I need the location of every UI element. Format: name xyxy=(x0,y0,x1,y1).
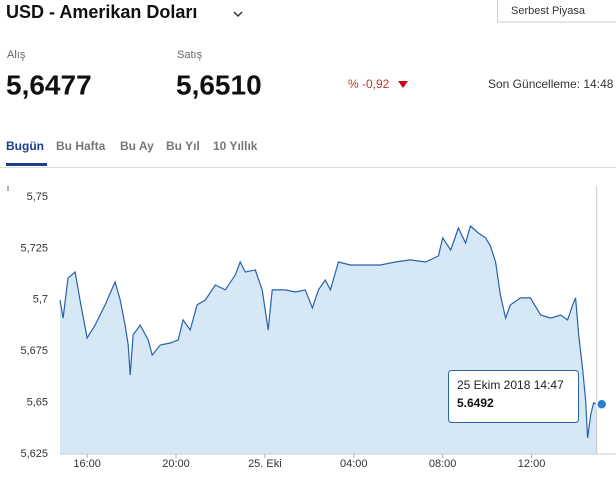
x-tick-label: 20:00 xyxy=(162,458,190,470)
tab[interactable]: 10 Yıllık xyxy=(213,139,258,153)
tab[interactable]: Bu Yıl xyxy=(166,139,200,153)
updated: Son Güncelleme: 14:48 xyxy=(488,77,614,91)
tabs: Bugün Bu Hafta Bu Ay Bu Yıl 10 Yıllık xyxy=(6,139,258,166)
y-tick-label: 5,75 xyxy=(27,191,48,203)
y-tick-label: 5,725 xyxy=(20,242,48,254)
buy-label: Alış xyxy=(7,49,26,61)
y-tick-label: 5,7 xyxy=(33,294,48,306)
change: % -0,92 xyxy=(348,77,390,91)
market-label: Serbest Piyasa xyxy=(511,5,586,17)
y-tick-label: 5,625 xyxy=(20,448,48,460)
title-caret[interactable] xyxy=(233,11,243,18)
sell-label: Satış xyxy=(177,49,203,61)
tab[interactable]: Bu Hafta xyxy=(56,139,106,153)
x-tick-label: 04:00 xyxy=(340,458,368,470)
x-tick-label: 12:00 xyxy=(518,458,546,470)
tooltip-label: 25 Ekim 2018 14:47 xyxy=(457,378,564,392)
x-tick-label: 08:00 xyxy=(429,458,457,470)
tooltip-value: 5.6492 xyxy=(457,396,494,410)
title: USD - Amerikan Doları xyxy=(6,2,197,22)
sell-value: 5,6510 xyxy=(176,69,262,100)
market-select[interactable] xyxy=(497,0,616,23)
tab[interactable]: Bugün xyxy=(6,139,44,153)
down-arrow xyxy=(398,81,408,88)
x-tick-label: 16:00 xyxy=(73,458,101,470)
tab[interactable]: Bu Ay xyxy=(120,139,154,153)
y-tick-label: 5,65 xyxy=(27,397,48,409)
buy-value: 5,6477 xyxy=(6,69,92,100)
tooltip-box xyxy=(448,370,579,423)
y-tick-label: 5,675 xyxy=(20,345,48,357)
x-tick-label: 25. Eki xyxy=(248,458,282,470)
chart: 5,75 5,725 5,7 5,675 5,65 5,625 16:00 20:00 25. … xyxy=(20,186,616,470)
tab-underline xyxy=(6,163,47,166)
hover-point xyxy=(595,398,608,410)
price-line xyxy=(59,224,597,439)
